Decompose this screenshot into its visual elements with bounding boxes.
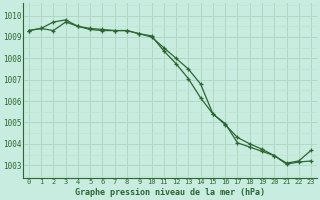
X-axis label: Graphe pression niveau de la mer (hPa): Graphe pression niveau de la mer (hPa) [75, 188, 265, 197]
